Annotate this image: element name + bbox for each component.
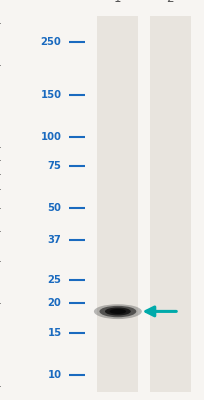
Text: 20: 20 (48, 298, 61, 308)
Text: 150: 150 (40, 90, 61, 100)
Text: 15: 15 (47, 328, 61, 338)
Ellipse shape (99, 306, 136, 317)
Bar (149, 16, 190, 392)
Text: 100: 100 (40, 132, 61, 142)
Ellipse shape (109, 309, 125, 314)
Text: 37: 37 (48, 234, 61, 244)
Ellipse shape (104, 308, 130, 316)
Text: 75: 75 (47, 161, 61, 171)
Text: 50: 50 (47, 203, 61, 213)
Text: 25: 25 (47, 275, 61, 285)
Text: 10: 10 (47, 370, 61, 380)
Text: 250: 250 (41, 36, 61, 46)
Text: 1: 1 (114, 0, 121, 5)
Bar (97, 16, 138, 392)
Ellipse shape (93, 304, 141, 319)
Text: 2: 2 (166, 0, 173, 5)
